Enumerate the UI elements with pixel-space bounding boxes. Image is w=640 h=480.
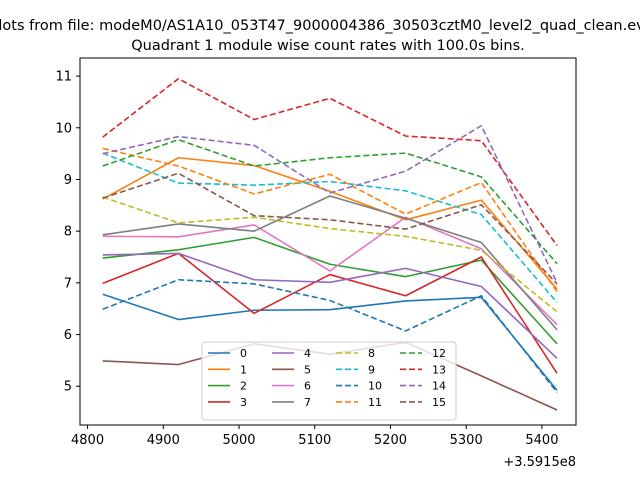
legend-label-15: 15 bbox=[432, 396, 446, 409]
legend-label-9: 9 bbox=[368, 363, 375, 376]
series-line-2 bbox=[102, 236, 558, 345]
x-tick-label: 5000 bbox=[222, 433, 255, 448]
chart-title: Quadrant 1 module wise count rates with … bbox=[131, 38, 525, 54]
legend-label-11: 11 bbox=[368, 396, 382, 409]
y-tick-label: 9 bbox=[64, 173, 72, 188]
legend-label-0: 0 bbox=[240, 347, 247, 360]
x-offset-label: +3.5915e8 bbox=[503, 455, 576, 470]
series-line-14 bbox=[102, 124, 558, 284]
series-line-15 bbox=[102, 172, 558, 285]
series-line-9 bbox=[102, 152, 558, 304]
legend-label-13: 13 bbox=[432, 363, 446, 376]
legend-label-10: 10 bbox=[368, 380, 382, 393]
y-tick-label: 11 bbox=[55, 70, 72, 85]
y-tick-label: 8 bbox=[64, 225, 72, 240]
series-line-1 bbox=[102, 156, 558, 290]
legend-label-2: 2 bbox=[240, 380, 247, 393]
legend-label-1: 1 bbox=[240, 363, 247, 376]
series-line-6 bbox=[102, 216, 558, 326]
series-line-0 bbox=[102, 293, 558, 391]
legend-label-8: 8 bbox=[368, 347, 375, 360]
legend-label-3: 3 bbox=[240, 396, 247, 409]
figure-suptitle: Plots from file: modeM0/AS1A10_053T47_90… bbox=[0, 18, 640, 34]
y-tick-label: 6 bbox=[64, 328, 72, 343]
series-line-11 bbox=[102, 147, 558, 293]
series-line-10 bbox=[102, 278, 558, 393]
x-tick-label: 4800 bbox=[71, 433, 104, 448]
legend-label-14: 14 bbox=[432, 380, 446, 393]
y-tick-label: 7 bbox=[64, 276, 72, 291]
x-tick-label: 5300 bbox=[450, 433, 483, 448]
x-tick-label: 5100 bbox=[298, 433, 331, 448]
x-tick-label: 4900 bbox=[147, 433, 180, 448]
series-line-4 bbox=[102, 252, 558, 359]
legend-label-5: 5 bbox=[304, 363, 311, 376]
series-line-12 bbox=[102, 138, 558, 265]
x-tick-label: 5200 bbox=[374, 433, 407, 448]
legend-label-7: 7 bbox=[304, 396, 311, 409]
legend-label-4: 4 bbox=[304, 347, 311, 360]
legend-label-12: 12 bbox=[432, 347, 446, 360]
series-line-7 bbox=[102, 195, 558, 331]
legend-label-6: 6 bbox=[304, 380, 311, 393]
y-tick-label: 5 bbox=[64, 380, 72, 395]
y-tick-label: 10 bbox=[55, 121, 72, 136]
plot-frame bbox=[79, 57, 577, 426]
x-tick-label: 5400 bbox=[525, 433, 558, 448]
series-line-13 bbox=[102, 77, 558, 247]
legend-box bbox=[201, 341, 457, 421]
